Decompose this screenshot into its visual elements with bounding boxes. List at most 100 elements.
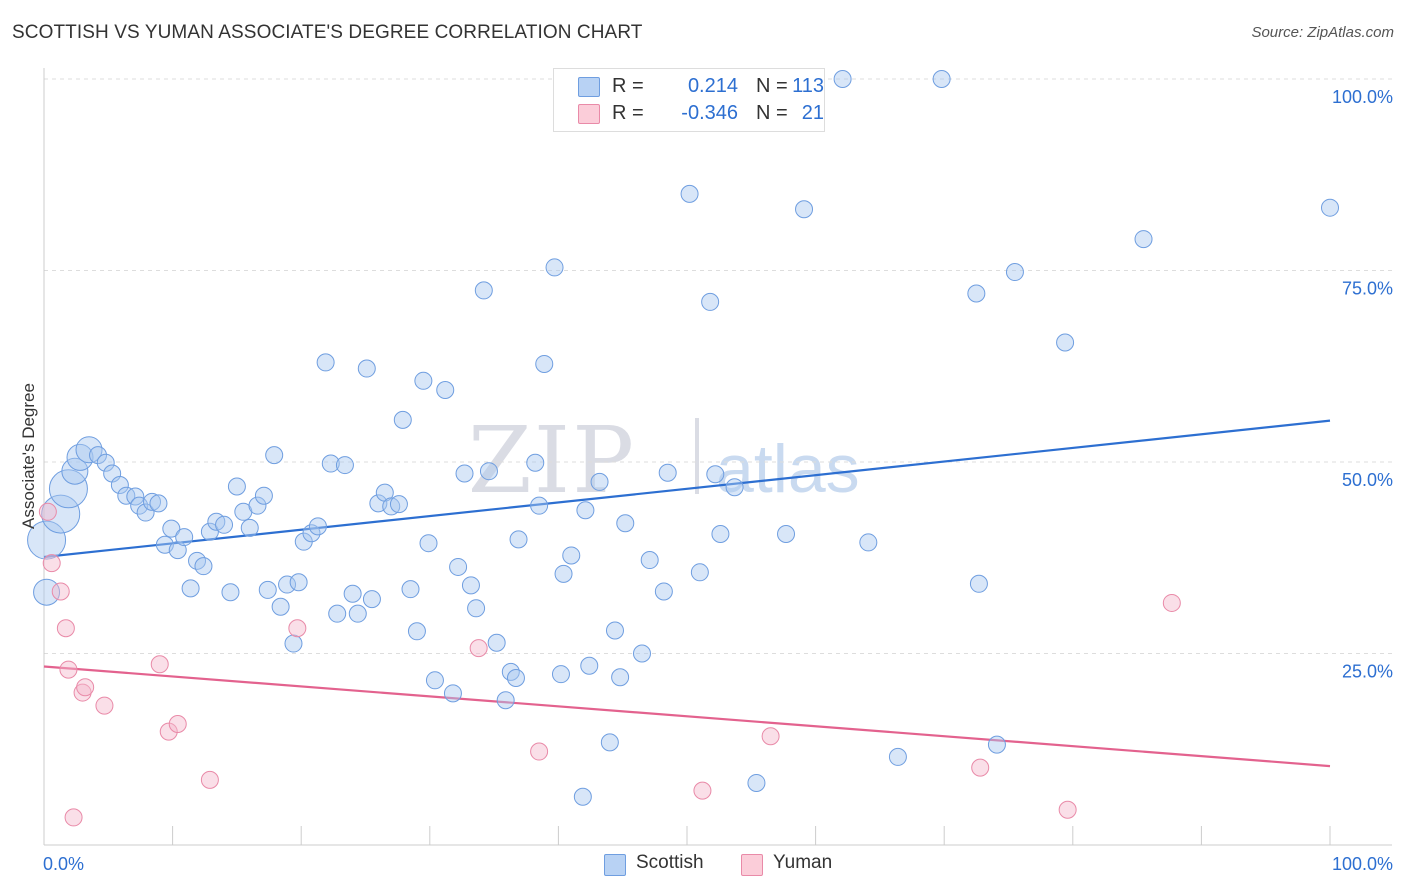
yuman-point — [1058, 800, 1077, 819]
y-tick-label: 50.0% — [1342, 470, 1393, 490]
scottish-point — [777, 525, 796, 544]
scottish-point — [701, 292, 720, 311]
legend-r-value: 0.214 — [687, 75, 738, 97]
scottish-point — [888, 747, 907, 766]
scottish-point — [66, 443, 94, 471]
scottish-trend-line — [43, 419, 1331, 559]
y-tick-label: 100.0% — [1332, 87, 1393, 107]
legend-n-label: N = — [756, 102, 788, 124]
scottish-point — [436, 380, 455, 399]
scottish-point — [89, 446, 108, 465]
yuman-point — [288, 619, 307, 638]
scottish-point — [1056, 333, 1075, 352]
zipatlas-watermark: ZIP atlas — [468, 407, 860, 514]
scottish-point — [455, 464, 474, 483]
scottish-point — [501, 662, 520, 681]
scottish-point — [479, 462, 498, 481]
scottish-point — [136, 503, 155, 522]
x-tick-labels: 0.0% 100.0% — [43, 854, 1393, 874]
scottish-point — [795, 200, 814, 219]
scottish-point — [833, 70, 852, 88]
scottish-point — [1134, 230, 1153, 249]
yuman-point — [95, 696, 114, 715]
source-credit: Source: ZipAtlas.com — [1251, 24, 1394, 41]
scottish-point — [41, 494, 81, 534]
scottish-point — [393, 410, 412, 429]
scottish-point — [654, 582, 673, 601]
scottish-point — [265, 446, 284, 465]
scottish-point — [335, 456, 354, 475]
axes — [43, 68, 1392, 846]
scottish-point — [48, 469, 88, 509]
x-tick-label: 100.0% — [1332, 854, 1393, 874]
gridlines — [44, 78, 1392, 654]
scottish-points — [27, 70, 1339, 806]
scottish-point — [506, 669, 525, 688]
yuman-point — [76, 678, 95, 697]
watermark-zip-text: ZIP — [468, 407, 636, 514]
scottish-point — [271, 597, 290, 616]
scottish-point — [969, 574, 988, 593]
yuman-point — [51, 582, 70, 601]
scottish-point — [443, 684, 462, 703]
scottish-point — [611, 668, 630, 687]
legend-r-label: R = — [612, 102, 644, 124]
scottish-point — [27, 520, 67, 560]
yuman-point — [42, 554, 61, 573]
scottish-point — [389, 495, 408, 514]
scottish-point — [162, 519, 181, 538]
scottish-point — [690, 563, 709, 582]
scottish-point — [289, 573, 308, 592]
scottish-point — [302, 524, 321, 543]
yuman-point — [200, 770, 219, 789]
scottish-point — [600, 733, 619, 752]
yuman-point — [168, 714, 187, 733]
scottish-point — [554, 564, 573, 583]
scottish-point — [143, 492, 162, 511]
scottish-legend-label: Scottish — [636, 852, 704, 873]
yuman-swatch — [578, 104, 600, 124]
scottish-point — [545, 258, 564, 277]
scottish-point — [526, 453, 545, 472]
scottish-point — [227, 477, 246, 496]
yuman-point — [64, 808, 83, 827]
legend-r-label: R = — [612, 75, 644, 97]
yuman-trend-line — [43, 665, 1331, 768]
scottish-point — [530, 496, 549, 515]
y-axis-label: Associate's Degree — [19, 383, 38, 529]
yuman-point — [73, 683, 92, 702]
scottish-point — [616, 514, 635, 533]
scottish-point — [96, 453, 115, 472]
scottish-point — [110, 475, 129, 494]
scottish-legend-swatch — [604, 854, 626, 876]
scottish-point — [221, 583, 240, 602]
scottish-point — [168, 541, 187, 560]
scottish-point — [117, 486, 136, 505]
scottish-point — [605, 621, 624, 640]
scottish-point — [321, 454, 340, 473]
scottish-point — [509, 530, 528, 549]
scottish-point — [248, 496, 267, 515]
scottish-point — [33, 578, 61, 606]
scottish-point — [1005, 263, 1024, 282]
scottish-point — [711, 525, 730, 544]
yuman-point — [530, 742, 549, 761]
scottish-point — [562, 546, 581, 565]
yuman-points — [38, 502, 1181, 827]
scottish-point — [590, 472, 609, 491]
scottish-point — [240, 518, 259, 537]
scottish-point — [175, 528, 194, 547]
scottish-point — [1321, 198, 1339, 217]
legend-r-value: -0.346 — [681, 102, 738, 124]
scottish-point — [308, 517, 327, 536]
chart-title: SCOTTISH VS YUMAN ASSOCIATE'S DEGREE COR… — [12, 22, 643, 43]
yuman-point — [1162, 593, 1181, 612]
scottish-point — [725, 478, 744, 497]
scottish-point — [551, 665, 570, 684]
scottish-point — [362, 590, 381, 609]
scottish-point — [126, 487, 145, 506]
scottish-point — [258, 580, 277, 599]
yuman-point — [56, 619, 75, 638]
watermark-divider — [695, 418, 699, 494]
